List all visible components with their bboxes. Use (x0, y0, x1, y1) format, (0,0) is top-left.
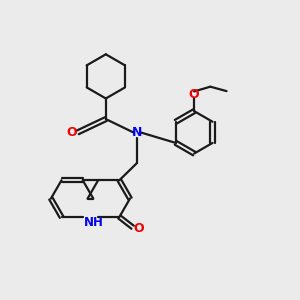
Text: NH: NH (84, 216, 104, 229)
Text: N: N (132, 126, 142, 139)
Text: O: O (66, 126, 77, 139)
Text: O: O (189, 88, 200, 101)
Text: O: O (133, 222, 144, 235)
